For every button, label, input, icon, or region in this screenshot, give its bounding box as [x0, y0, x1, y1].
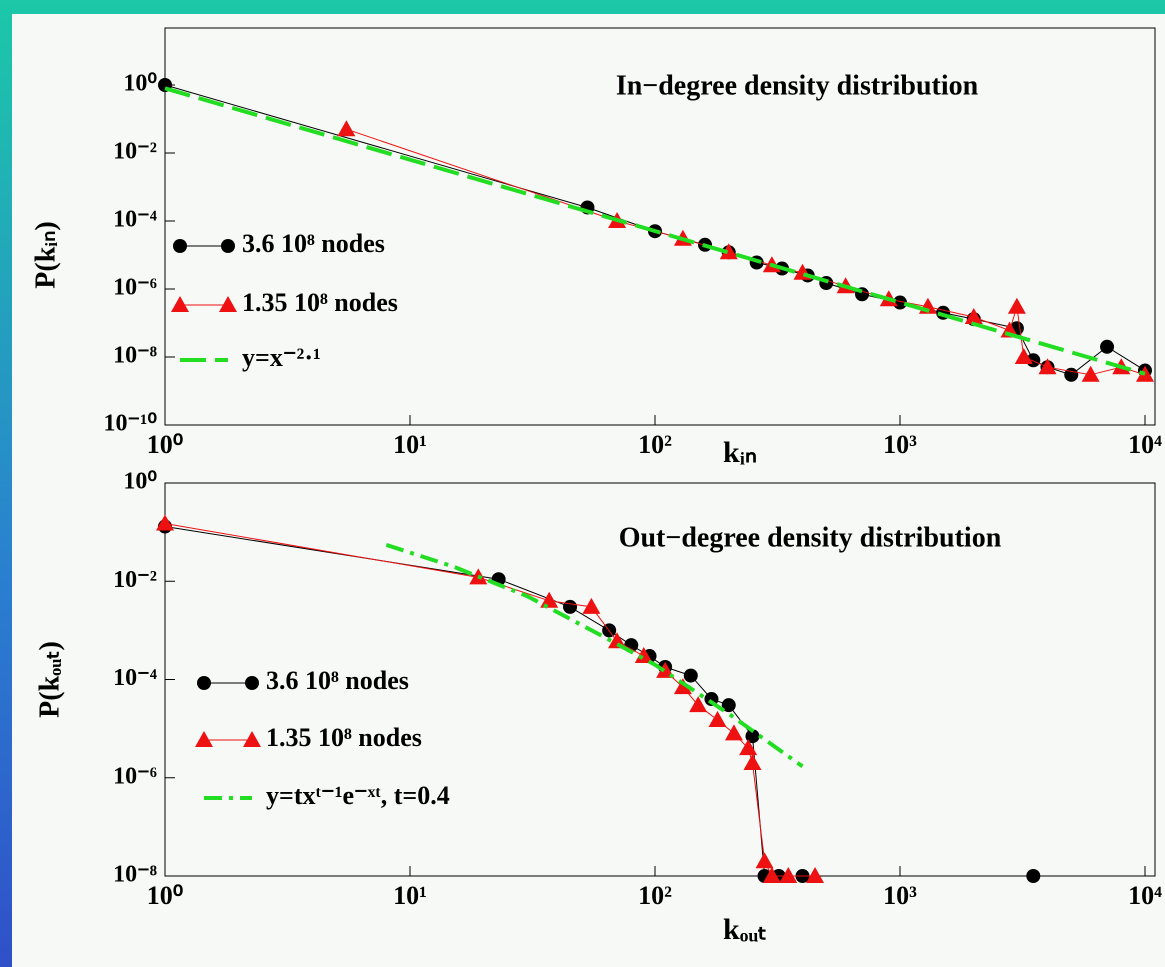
marker-triangle — [673, 678, 692, 695]
marker-circle — [245, 676, 259, 690]
x-axis-label: kₒᵤₜ — [723, 913, 767, 946]
marker-triangle — [964, 308, 983, 325]
marker-circle — [721, 698, 736, 713]
marker-triangle — [243, 731, 261, 747]
y-tick-label: 10⁻⁶ — [113, 763, 157, 789]
x-tick-label: 10² — [638, 430, 672, 459]
x-tick-label: 10¹ — [393, 430, 427, 459]
legend-label: 3.6 10⁸ nodes — [266, 666, 409, 695]
x-tick-label: 10¹ — [393, 881, 427, 910]
marker-triangle — [195, 731, 213, 747]
y-axis-label: P(kᵢₙ) — [30, 221, 61, 288]
marker-triangle — [634, 647, 653, 664]
series-line — [385, 542, 804, 769]
chart-title: In−degree density distribution — [616, 70, 979, 101]
y-tick-label: 10⁻⁸ — [113, 862, 157, 888]
x-tick-label: 10⁴ — [1128, 430, 1162, 459]
marker-triangle — [1081, 365, 1100, 382]
marker-triangle — [724, 724, 743, 741]
y-tick-label: 10⁻⁸ — [113, 343, 157, 369]
marker-triangle — [739, 739, 758, 756]
x-tick-label: 10³ — [883, 881, 917, 910]
marker-circle — [745, 729, 760, 744]
x-axis-label: kᵢₙ — [723, 436, 757, 469]
legend-label: 3.6 10⁸ nodes — [242, 229, 385, 258]
y-tick-label: 10⁻¹⁰ — [104, 411, 158, 437]
y-tick-label: 10⁰ — [123, 469, 157, 495]
marker-triangle — [779, 867, 798, 883]
y-tick-label: 10⁻⁶ — [113, 275, 157, 301]
x-tick-label: 10⁴ — [1128, 881, 1162, 910]
marker-triangle — [689, 696, 708, 713]
marker-triangle — [1014, 348, 1033, 364]
marker-triangle — [171, 296, 189, 312]
panel — [12, 14, 1165, 967]
x-tick-label: 10² — [638, 881, 672, 910]
marker-circle — [563, 599, 578, 614]
marker-circle — [1064, 367, 1079, 382]
y-tick-label: 10⁻² — [113, 139, 157, 165]
x-tick-label: 10³ — [883, 430, 917, 459]
plot-frame — [164, 27, 1156, 426]
marker-triangle — [755, 852, 774, 869]
marker-triangle — [1007, 297, 1026, 314]
marker-circle — [221, 239, 235, 253]
series-line — [164, 86, 1146, 376]
marker-triangle — [219, 296, 237, 312]
marker-triangle — [762, 867, 781, 883]
legend-label: 1.35 10⁸ nodes — [242, 288, 398, 317]
chart-title: Out−degree density distribution — [619, 522, 1002, 553]
marker-circle — [1100, 339, 1115, 354]
y-tick-label: 10⁻² — [113, 567, 157, 593]
marker-circle — [173, 239, 187, 253]
y-tick-label: 10⁻⁴ — [113, 665, 157, 691]
legend-label: y=x⁻²·¹ — [242, 343, 321, 372]
legend-label: y=txᵗ⁻¹e⁻ˣᵗ, t=0.4 — [266, 781, 450, 810]
marker-triangle — [743, 753, 762, 770]
x-tick-label: 10⁰ — [147, 430, 183, 459]
marker-triangle — [582, 597, 601, 614]
marker-triangle — [1038, 358, 1057, 375]
marker-circle — [683, 668, 698, 683]
marker-triangle — [337, 120, 356, 137]
y-axis-label: P(kₒᵤₜ) — [34, 641, 65, 718]
y-tick-label: 10⁰ — [123, 71, 157, 97]
marker-triangle — [156, 514, 174, 531]
x-tick-label: 10⁰ — [147, 881, 183, 910]
marker-triangle — [708, 710, 727, 727]
y-tick-label: 10⁻⁴ — [113, 207, 157, 233]
marker-triangle — [806, 867, 825, 883]
legend-label: 1.35 10⁸ nodes — [266, 723, 422, 752]
marker-circle — [1026, 869, 1041, 883]
marker-triangle — [656, 661, 675, 678]
marker-triangle — [719, 243, 738, 260]
marker-circle — [197, 676, 211, 690]
